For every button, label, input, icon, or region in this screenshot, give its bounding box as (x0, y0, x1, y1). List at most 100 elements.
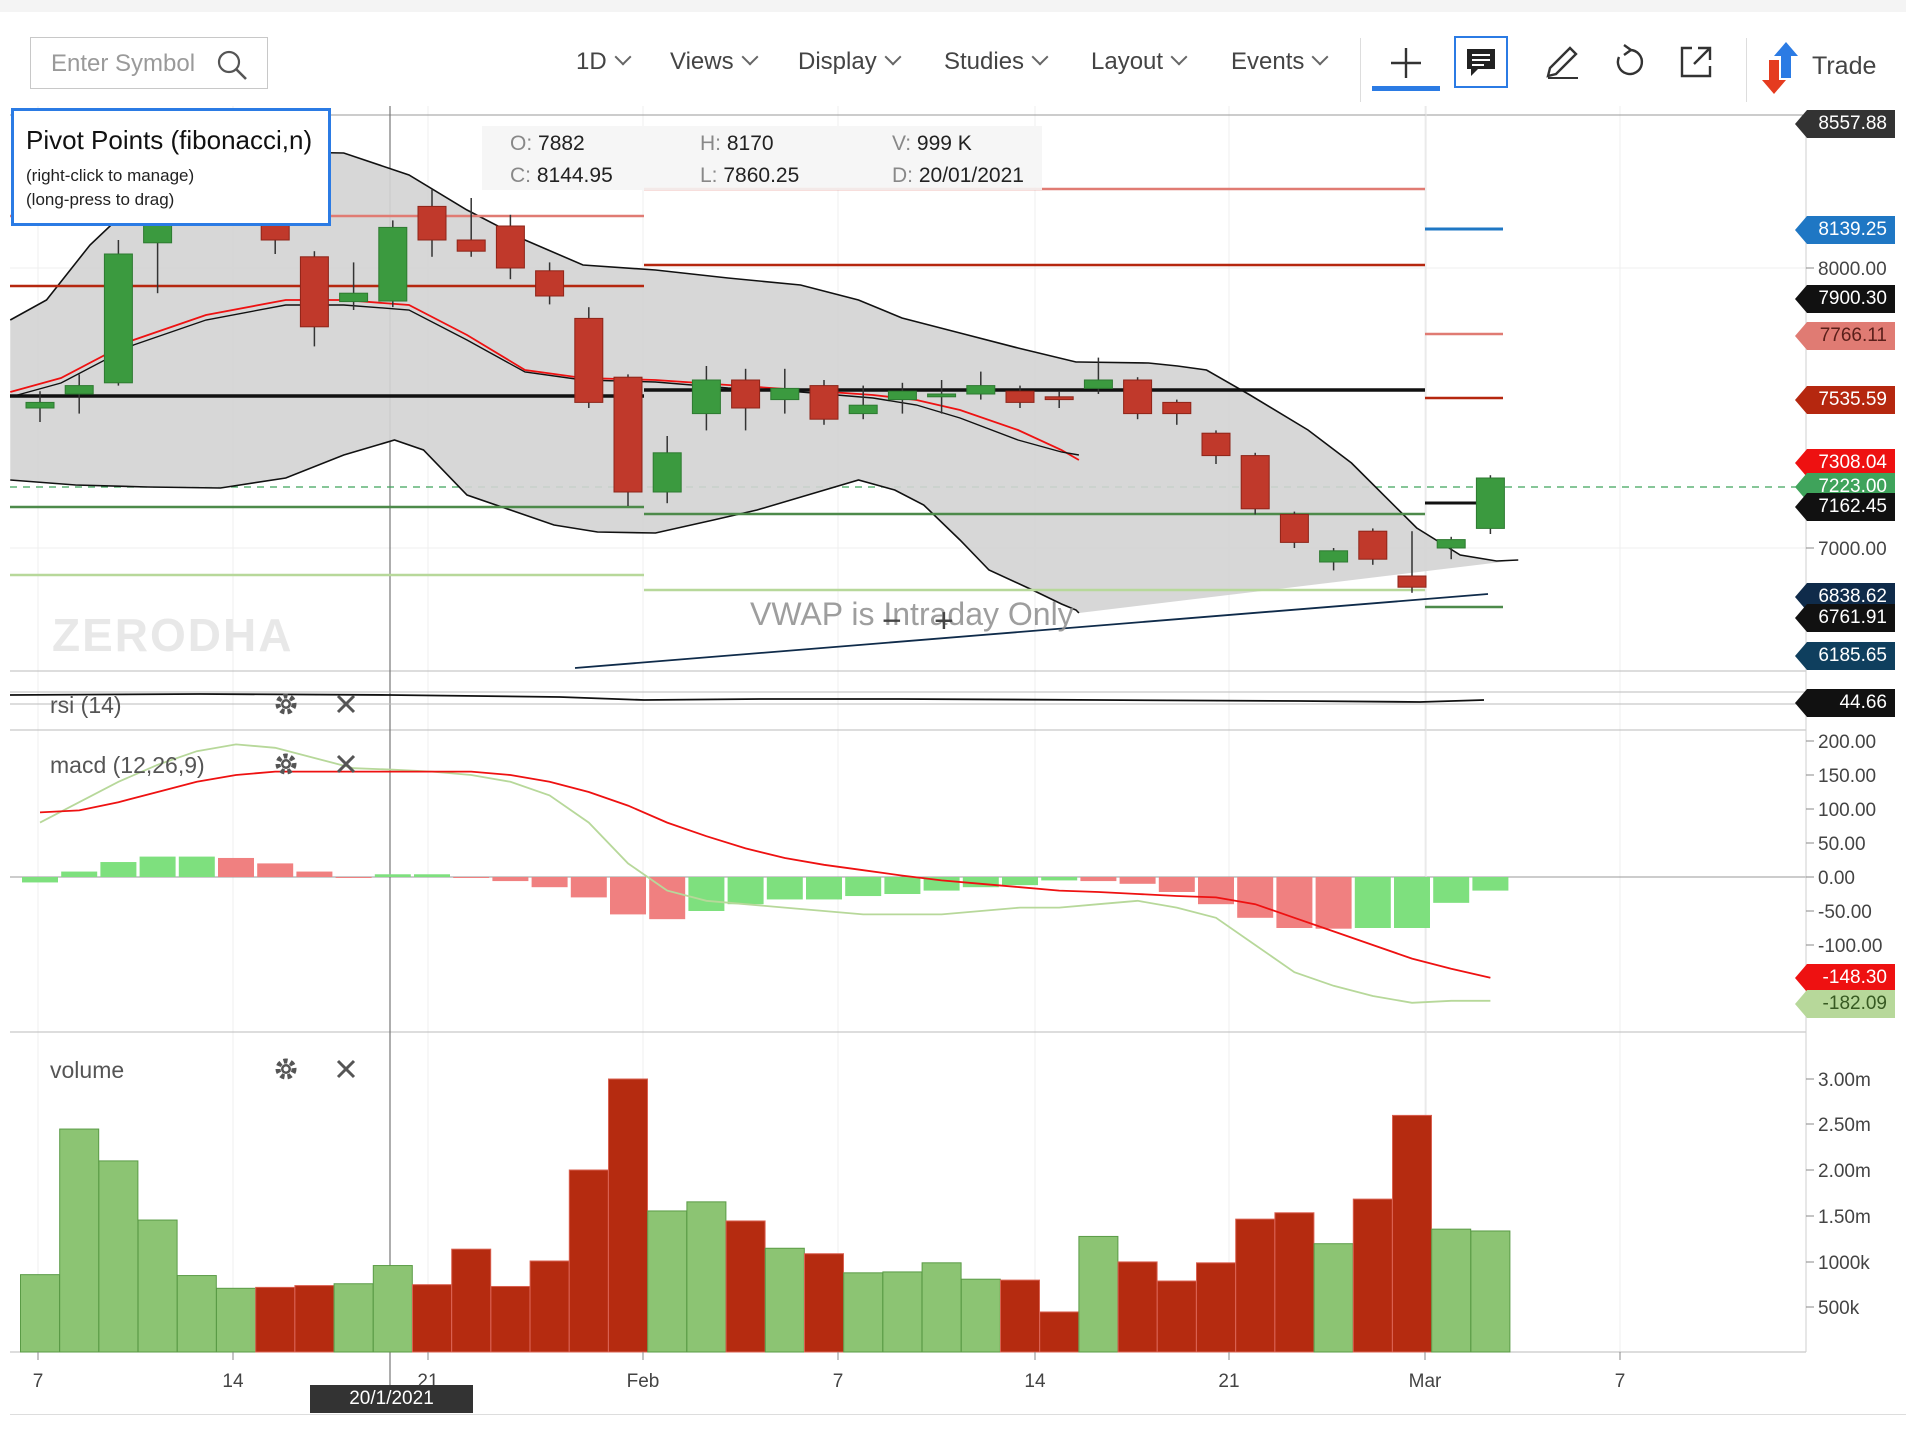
price-tag: 8557.88 (1795, 110, 1895, 138)
macd-histogram-bar (296, 871, 333, 877)
time-axis-label: 14 (1024, 1371, 1046, 1392)
volume-bar (1117, 1261, 1158, 1353)
pivot-hint-manage: (right-click to manage) (26, 166, 195, 185)
candle-body (25, 401, 55, 409)
studies-menu[interactable]: Studies (944, 48, 1049, 76)
volume-bar (608, 1078, 648, 1353)
macd-settings-gear-icon[interactable] (272, 750, 300, 778)
vwap-note: VWAP is Intraday Only (750, 596, 1074, 632)
volume-bar (294, 1285, 335, 1353)
volume-axis-label: 2.00m (1818, 1161, 1871, 1182)
views-menu[interactable]: Views (670, 48, 759, 76)
macd-histogram-bar (1394, 877, 1430, 928)
macd-histogram-bar (218, 857, 254, 877)
trade-button[interactable] (1756, 38, 1806, 98)
volume-axis-label: 1.50m (1818, 1207, 1871, 1228)
views-label: Views (670, 48, 734, 75)
trade-label[interactable]: Trade (1812, 52, 1877, 80)
events-menu[interactable]: Events (1231, 48, 1329, 76)
refresh-icon (1616, 44, 1644, 76)
volume-bar (1000, 1279, 1040, 1353)
volume-bar (490, 1285, 531, 1353)
volume-bar (20, 1274, 60, 1353)
macd-histogram-bar (1158, 877, 1195, 892)
time-axis-label: Feb (627, 1371, 660, 1392)
volume-label: volume (50, 1057, 125, 1083)
macd-axis-label: 100.00 (1818, 800, 1876, 821)
macd-histogram-bar (100, 862, 137, 877)
macd-histogram-bar (492, 877, 529, 882)
volume-bar (372, 1265, 413, 1353)
chevron-down-icon (884, 48, 902, 66)
layout-menu[interactable]: Layout (1091, 48, 1188, 76)
macd-histogram-bar (61, 871, 98, 877)
volume-label: V: (892, 132, 912, 155)
macd-histogram-bar (766, 877, 803, 900)
volume-settings-gear-icon[interactable] (272, 1055, 300, 1083)
fullscreen-button[interactable] (1670, 36, 1722, 88)
candle-body (1475, 477, 1505, 529)
symbol-search[interactable] (30, 37, 268, 90)
volume-bar (568, 1169, 609, 1353)
candle-body (927, 393, 957, 398)
price-tag: 7535.59 (1795, 386, 1895, 414)
macd-axis-label: 0.00 (1818, 868, 1855, 889)
volume-bar (255, 1286, 296, 1353)
interval-dropdown[interactable]: 1D (576, 48, 632, 76)
volume-bar (882, 1271, 923, 1353)
candle-body (1123, 379, 1153, 415)
zoom-in-button[interactable]: + (934, 602, 954, 640)
date-value: 20/01/2021 (918, 164, 1024, 187)
volume-bar (137, 1219, 178, 1353)
volume-axis-label: 500k (1818, 1298, 1860, 1319)
ohlc-readout: O: 7882 H: 8170 V: 999 K C: 8144.95 L: 7… (482, 126, 1042, 190)
rsi-close-icon[interactable] (332, 690, 360, 718)
crosshair-button[interactable] (1372, 42, 1440, 92)
time-axis-label: 21 (1218, 1371, 1239, 1392)
macd-histogram-bar (374, 874, 411, 877)
candle-body (887, 390, 917, 401)
comment-button[interactable] (1454, 36, 1508, 88)
volume-bar (764, 1247, 805, 1353)
search-icon[interactable] (215, 48, 249, 82)
price-tag: 7308.04 (1795, 449, 1895, 477)
symbol-search-input[interactable] (31, 38, 243, 90)
ohlc-volume: V: 999 K (892, 132, 972, 156)
volume-bar (176, 1275, 217, 1353)
draw-button[interactable] (1536, 36, 1588, 88)
undo-button[interactable] (1604, 36, 1656, 88)
open-value: 7882 (538, 132, 585, 155)
candle-body (731, 379, 761, 409)
pivot-points-legend[interactable]: Pivot Points (fibonacci,n) (right-click … (11, 108, 331, 226)
candle-body (809, 385, 839, 420)
macd-axis-label: 150.00 (1818, 766, 1876, 787)
volume-bar (529, 1260, 570, 1353)
volume-bar (333, 1283, 374, 1353)
candle-body (613, 376, 643, 493)
volume-bar (1156, 1280, 1197, 1353)
chart-canvas[interactable]: 8000.00 7000.00 200.00 150.00 100.00 50.00 0.0… (0, 106, 1906, 1426)
macd-histogram-bar (1002, 877, 1038, 886)
price-tag: 8139.25 (1795, 216, 1895, 244)
macd-histogram-bar (962, 877, 999, 888)
volume-bar (1431, 1228, 1472, 1353)
macd-histogram-bar (1237, 877, 1274, 918)
candle-body (103, 253, 133, 384)
macd-close-icon[interactable] (332, 750, 360, 778)
pivot-hint: (right-click to manage) (long-press to d… (26, 164, 316, 212)
macd-histogram-bar (1315, 877, 1352, 929)
volume-close-icon[interactable] (332, 1055, 360, 1083)
volume-bar (1470, 1230, 1511, 1353)
zoom-out-button[interactable]: − (882, 602, 902, 640)
display-menu[interactable]: Display (798, 48, 902, 76)
close-value: 8144.95 (536, 164, 613, 187)
volume-bar (1235, 1218, 1276, 1353)
rsi-settings-gear-icon[interactable] (272, 690, 300, 718)
time-axis-label: Mar (1409, 1371, 1442, 1392)
comment-icon (1454, 36, 1508, 88)
volume-bar (725, 1220, 766, 1353)
volume-value: 999 K (916, 132, 972, 155)
high-label: H: (700, 132, 721, 155)
macd-histogram-bar (453, 877, 490, 878)
